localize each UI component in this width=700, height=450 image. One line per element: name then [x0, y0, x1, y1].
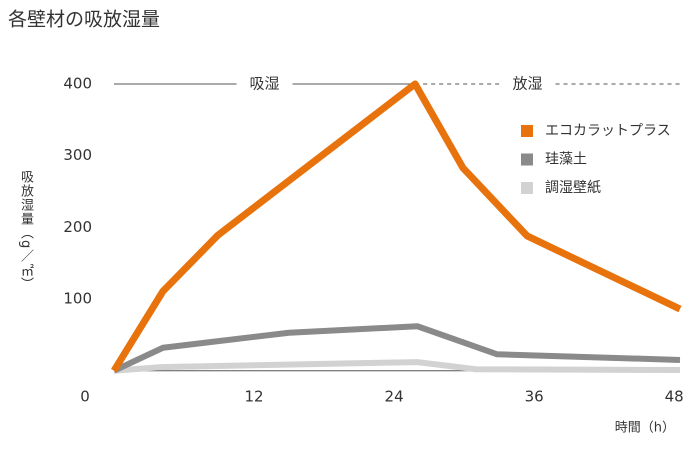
y-tick-label: 300	[63, 146, 92, 164]
legend-label: 珪藻土	[545, 152, 587, 168]
x-tick-label: 36	[525, 388, 544, 406]
y-tick-label: 200	[63, 218, 92, 236]
legend-swatch	[521, 125, 533, 137]
series-line	[112, 323, 681, 374]
annotation: 吸湿	[250, 75, 280, 93]
y-tick-label: 100	[63, 290, 92, 308]
legend-label: 調湿壁紙	[545, 180, 601, 196]
legend-swatch	[521, 182, 533, 194]
legend-swatch	[521, 153, 533, 166]
y-tick-label: 400	[63, 75, 92, 93]
series-line	[113, 359, 681, 374]
annotation: 放湿	[513, 75, 543, 93]
x-tick-label: 48	[665, 388, 684, 406]
x-axis-label: 時間（h）	[615, 421, 675, 436]
y-axis-label: 吸放湿量（g／㎡）	[18, 170, 33, 292]
chart-title: 各壁材の吸放湿量	[8, 9, 160, 31]
x-tick-label: 24	[385, 388, 404, 406]
x-tick-label: 0	[80, 388, 90, 406]
x-tick-label: 12	[244, 388, 263, 406]
legend-label: エコカラットプラス	[545, 123, 671, 139]
series-line	[111, 80, 682, 373]
